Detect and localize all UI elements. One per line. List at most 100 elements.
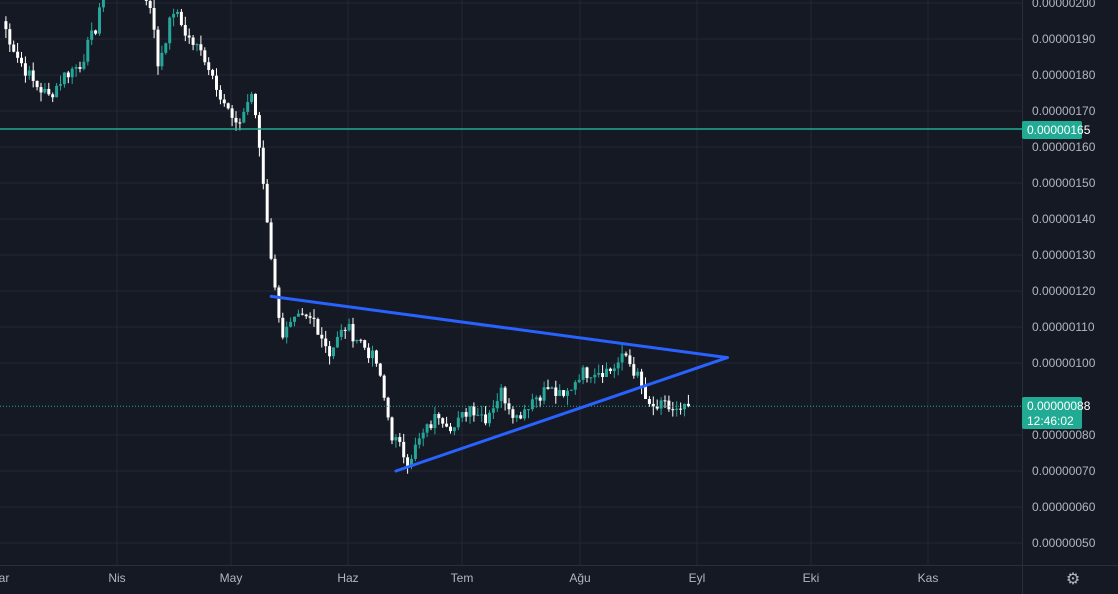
candle-body [484,414,488,424]
last-price-badge [1022,397,1082,429]
candle-body [542,387,546,401]
candle-body [238,122,242,124]
candle-body [628,355,632,365]
candle-body [16,51,20,58]
candle-body [281,317,285,338]
candle-body [43,88,47,93]
candle-body [289,321,293,327]
candle-body [437,414,441,419]
candle-body [207,62,211,70]
candle-body [168,17,172,44]
candle-body [558,390,562,396]
candle-body [402,441,406,458]
candle-body [74,67,78,69]
candle-body [265,183,269,223]
candle-body [601,373,605,377]
candle-body [445,423,449,427]
candle-body [254,93,257,116]
last-price-label: 0.00000088 [1027,399,1091,413]
candle-body [499,387,503,402]
candle-body [378,363,382,376]
candle-body [488,412,491,424]
candle-body [144,0,148,1]
candle-body [261,147,265,184]
candle-body [187,35,191,38]
candle-body [608,368,612,372]
candle-body [417,438,421,445]
candle-body [472,406,476,416]
candle-body [55,85,59,98]
candle-body [82,61,86,69]
candle-body [569,389,573,391]
candle-body [585,367,589,379]
candle-body [394,437,398,441]
candle-body [199,44,203,51]
candle-body [460,412,464,418]
candle-body [503,387,507,404]
candle-body [527,409,530,411]
candle-body [441,418,445,424]
candle-body [425,424,429,433]
candle-body [410,458,413,468]
candle-body [324,338,328,347]
month-label: Tem [451,571,474,585]
candle-body [300,313,304,315]
triangle-lower-line [394,356,729,473]
candle-body [156,29,160,67]
candle-body [39,87,43,93]
candle-body [62,72,66,85]
candle-body [659,400,663,409]
candle-body [519,415,523,419]
candle-body [90,30,94,40]
candle-body [66,72,70,78]
candle-body [285,326,289,338]
candle-body [183,25,187,36]
candle-body [59,84,62,86]
price-axis[interactable]: 0.00000200 0.00000190 0.00000180 0.00000170… [1032,0,1096,550]
candle-body [312,317,316,320]
candle-body [406,457,410,468]
candle-body [215,75,218,90]
candle-body [8,29,12,45]
candle-body [429,424,433,429]
candle-body [20,57,23,64]
candle-body [546,387,550,389]
candle-body [593,374,597,378]
candle-body [589,377,593,379]
candle-body [203,50,207,63]
candle-body [605,368,608,377]
candle-body [636,371,640,376]
candle-body [413,444,417,459]
candle-body [269,222,273,259]
candle-body [273,258,277,288]
grid [0,0,1022,565]
gear-icon[interactable]: ⚙ [1065,569,1081,588]
time-axis[interactable]: ar Nis May Haz Tem Ağu Eyl Eki Kas [0,571,938,585]
candle-body [347,324,351,331]
candle-body [176,11,179,14]
candle-body [550,387,554,389]
candle-body [647,399,651,404]
candle-body [47,88,51,95]
candle-body [308,316,312,318]
candle-body [355,339,359,342]
candle-body [476,414,480,416]
price-badges: 0.00000165 0.00000088 12:46:02 [1022,121,1091,429]
candle-body [101,0,105,8]
candle-body [320,334,324,339]
candle-body [675,408,679,410]
candle-body [343,329,347,331]
price-tick-label: 0.00000110 [1032,320,1095,334]
price-tick-label: 0.00000060 [1032,500,1096,514]
price-tick-label: 0.00000140 [1032,212,1096,226]
hline-badge-label: 0.00000165 [1027,123,1091,137]
price-tick-label: 0.00000130 [1032,248,1096,262]
candle-body [359,339,363,341]
candle-body [655,406,659,409]
candle-body [679,408,683,410]
candle-body [335,336,339,348]
candle-body [86,39,90,62]
candlestick-series [4,0,690,474]
